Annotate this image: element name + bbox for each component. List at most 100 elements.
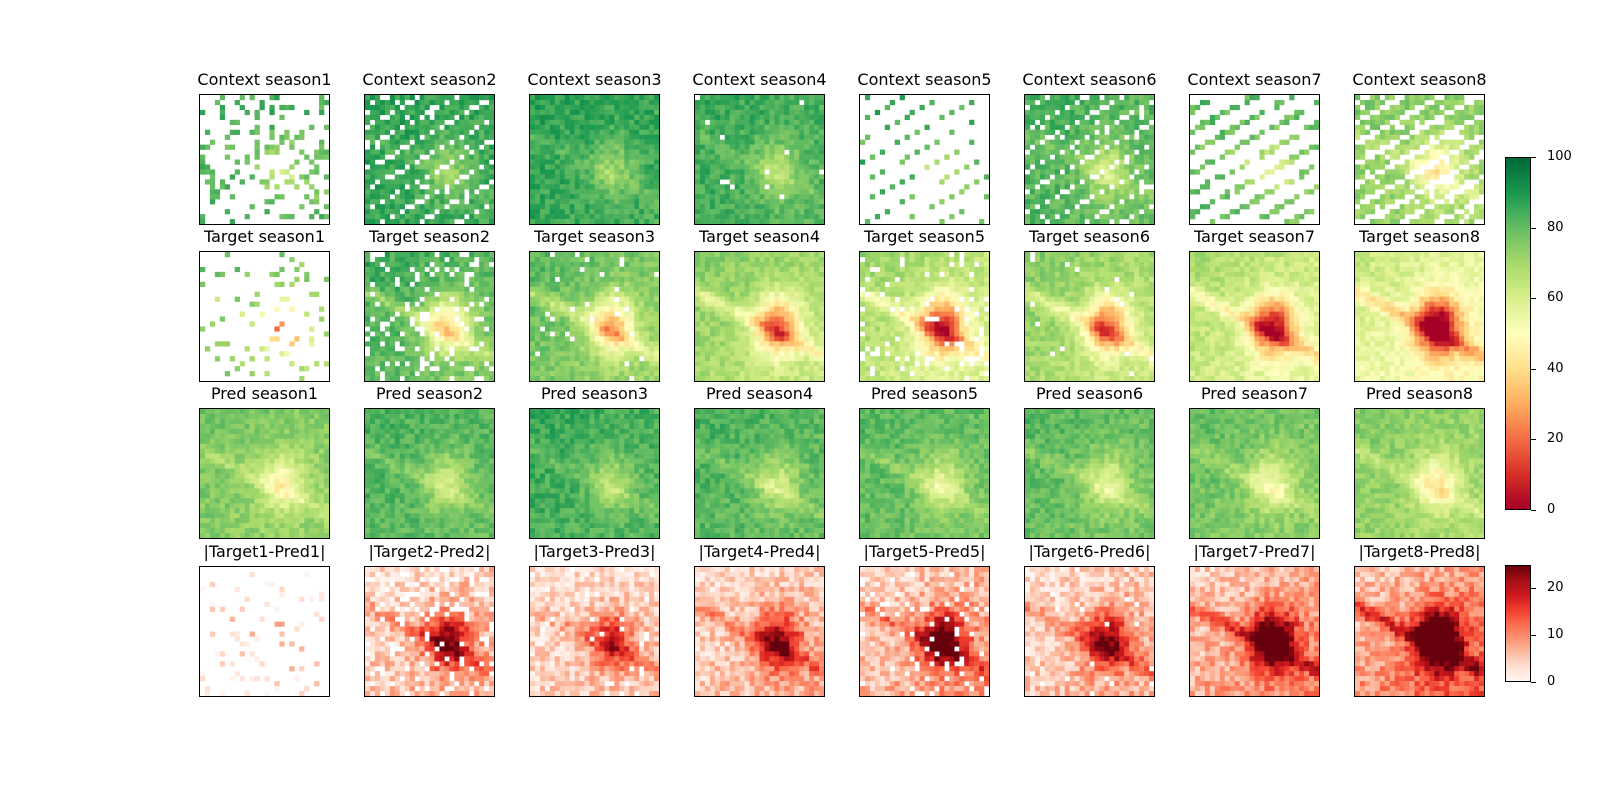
heatmap-cell (1359, 144, 1366, 150)
heatmap-cell (1204, 179, 1211, 185)
heatmap-cell (744, 139, 750, 145)
heatmap-cell (539, 366, 546, 372)
heatmap-cell (459, 366, 465, 372)
heatmap-cell (649, 276, 655, 283)
heatmap-cell (589, 149, 595, 155)
heatmap-cell (559, 321, 565, 327)
heatmap-cell (599, 361, 605, 367)
heatmap-cell (564, 266, 570, 273)
heatmap-cell (389, 159, 396, 165)
heatmap-cell (224, 134, 231, 140)
heatmap-cell (474, 149, 480, 155)
heatmap-cell (799, 219, 805, 224)
heatmap-cell (599, 159, 605, 165)
heatmap-cell (589, 371, 595, 377)
heatmap-cell (399, 119, 405, 126)
heatmap-cell (579, 296, 585, 302)
heatmap-cell (1039, 209, 1046, 215)
heatmap-cell (629, 124, 635, 130)
heatmap-cell (394, 336, 400, 342)
heatmap-cell (384, 316, 391, 322)
heatmap-cell (1439, 99, 1445, 106)
heatmap-cell (1094, 159, 1100, 165)
heatmap-cell (1139, 134, 1145, 140)
heatmap-cell (794, 124, 800, 130)
heatmap-cell (434, 326, 440, 332)
heatmap-cell (1139, 99, 1145, 106)
heatmap-cell (1379, 164, 1386, 170)
heatmap-cell (749, 219, 755, 224)
heatmap-cell (1089, 95, 1095, 101)
heatmap-cell (619, 321, 625, 327)
heatmap-cell (239, 104, 245, 111)
heatmap-cell (624, 296, 630, 302)
heatmap-cell (454, 252, 460, 258)
heatmap-cell (584, 266, 590, 273)
heatmap-cell (454, 194, 460, 200)
heatmap-cell (1129, 184, 1135, 190)
heatmap-cell (1119, 194, 1125, 200)
heatmap-cell (704, 114, 711, 121)
heatmap-cell (469, 144, 475, 150)
heatmap-cell (629, 179, 635, 185)
heatmap-cell (574, 376, 580, 381)
heatmap-cell (1254, 134, 1260, 140)
heatmap-cell (609, 371, 615, 377)
heatmap-cell (584, 351, 590, 357)
heatmap-cell (1134, 159, 1140, 165)
heatmap-cell (399, 139, 405, 145)
heatmap-cell (374, 261, 381, 268)
heatmap-cell (530, 291, 536, 297)
heatmap-cell (379, 256, 386, 263)
heatmap-cell (549, 169, 556, 175)
heatmap-cell (469, 134, 475, 140)
heatmap-cell (409, 252, 415, 258)
heatmap-cell (1084, 179, 1090, 185)
heatmap-cell (634, 376, 640, 381)
heatmap-cell (699, 95, 706, 101)
heatmap-cell (1454, 95, 1460, 101)
heatmap-cell (214, 341, 221, 347)
heatmap-cell (319, 306, 325, 312)
heatmap-cell (604, 361, 610, 367)
heatmap-cell (604, 199, 610, 205)
heatmap-cell (429, 341, 435, 347)
heatmap-cell (614, 129, 620, 135)
heatmap-cell (634, 351, 640, 357)
heatmap-cell (744, 194, 750, 200)
heatmap-cell (544, 291, 551, 297)
heatmap-cell (1099, 164, 1105, 170)
heatmap-cell (644, 209, 650, 215)
heatmap-cell (754, 281, 760, 287)
heatmap-cell (534, 164, 541, 170)
heatmap-cell (649, 256, 655, 263)
heatmap-cell (419, 256, 425, 263)
heatmap-cell (654, 266, 659, 273)
heatmap-cell (1224, 109, 1230, 116)
heatmap-cell (429, 252, 435, 258)
heatmap-cell (284, 134, 290, 140)
heatmap-cell (365, 99, 371, 106)
heatmap-cell (704, 271, 711, 278)
heatmap-cell (884, 104, 891, 111)
heatmap-cell (594, 219, 600, 224)
heatmap-cell (704, 256, 711, 263)
heatmap-cell (779, 219, 785, 224)
heatmap-cell (1444, 124, 1450, 130)
heatmap-cell (614, 179, 620, 185)
heatmap-cell (200, 326, 206, 332)
heatmap-cell (569, 134, 575, 140)
heatmap-cell (1129, 164, 1135, 170)
heatmap-cell (644, 109, 650, 116)
heatmap-cell (1454, 184, 1460, 190)
heatmap-cell (654, 149, 659, 155)
heatmap-cell (534, 109, 541, 116)
heatmap-cell (624, 261, 630, 268)
heatmap-cell (414, 109, 420, 116)
heatmap-cell (714, 291, 721, 297)
heatmap-cell (1129, 134, 1135, 140)
heatmap-cell (559, 199, 565, 205)
heatmap-cell (319, 104, 325, 111)
heatmap-cell (484, 321, 490, 327)
heatmap-cell (1434, 134, 1440, 140)
